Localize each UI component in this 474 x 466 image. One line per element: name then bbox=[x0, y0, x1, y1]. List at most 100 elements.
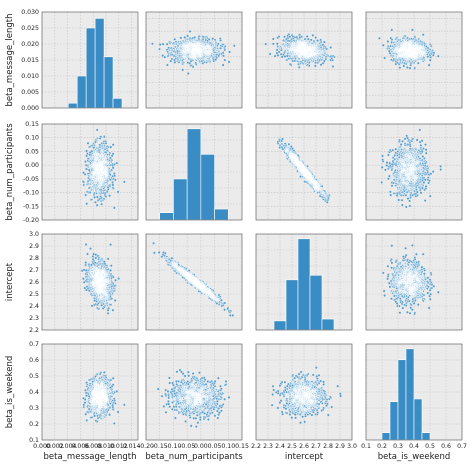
scatter-points bbox=[80, 243, 120, 315]
panel-beta_is_weekend-vs-beta_message_length: 0.1 0.2 0.3 0.4 0.5 0.6 0.7 beta_is_weekend 0.00… bbox=[5, 341, 141, 462]
y-tick-label: 0.030 bbox=[21, 9, 39, 16]
panel-beta_num_participants-vs-intercept bbox=[255, 123, 353, 221]
scatter-points bbox=[381, 244, 440, 316]
panel-beta_is_weekend-vs-beta_num_participants: -0.20-0.15-0.10-0.050.00 0.05 0.10 0.15 beta… bbox=[138, 343, 249, 462]
scatter-points bbox=[264, 33, 336, 69]
panel-frame bbox=[365, 343, 463, 441]
x-tick-label: 0.002 bbox=[46, 443, 64, 450]
y-tick-label: -0.05 bbox=[23, 176, 39, 183]
x-tick-label: 0.000 bbox=[33, 443, 51, 450]
panel-frame bbox=[41, 123, 139, 221]
panel-beta_num_participants-vs-beta_is_weekend bbox=[365, 123, 463, 221]
x-tick-label: 0.3 bbox=[393, 443, 403, 450]
y-axis-label: beta_is_weekend bbox=[5, 356, 15, 429]
hist-bar bbox=[397, 359, 407, 441]
hist-bar bbox=[200, 154, 215, 221]
hist-bar bbox=[421, 432, 431, 441]
scatter-points bbox=[152, 242, 235, 317]
hist-bar bbox=[94, 18, 105, 109]
y-tick-label: 0.2 bbox=[29, 421, 39, 428]
hist-bar bbox=[214, 208, 229, 221]
y-tick-label: 0.10 bbox=[25, 135, 39, 142]
panel-beta_num_participants-vs-beta_message_length: -0.20 -0.15 -0.10 -0.05 0.00 0.05 0.10 0.15 beta… bbox=[5, 121, 139, 224]
y-tick-label: 3.0 bbox=[29, 231, 39, 238]
x-tick-label: 0.6 bbox=[441, 443, 451, 450]
hist-bar bbox=[297, 238, 311, 331]
x-axis-label: beta_num_participants bbox=[145, 452, 243, 462]
y-tick-label: 0.005 bbox=[21, 89, 39, 96]
hist-bar bbox=[112, 98, 123, 109]
x-tick-label: 0.006 bbox=[72, 443, 90, 450]
y-tick-label: 0.05 bbox=[25, 148, 39, 155]
y-tick-label: 2.4 bbox=[29, 303, 39, 310]
scatter-points bbox=[151, 30, 236, 75]
x-tick-label: 2.4 bbox=[275, 443, 285, 450]
y-tick-label: 2.2 bbox=[29, 327, 39, 334]
x-axis-label: intercept bbox=[285, 452, 324, 462]
panel-beta_is_weekend-vs-intercept: 2.2 2.3 2.4 2.5 2.6 2.7 2.8 2.9 3.0 intercept bbox=[251, 343, 357, 462]
x-tick-label: 0.10 bbox=[221, 443, 235, 450]
y-tick-label: 0.025 bbox=[21, 25, 39, 32]
x-tick-label: 0.1 bbox=[361, 443, 371, 450]
scatter-points bbox=[156, 368, 231, 428]
y-tick-label: -0.15 bbox=[23, 203, 39, 210]
panel-frame bbox=[255, 11, 353, 109]
y-tick-label: -0.10 bbox=[23, 190, 39, 197]
x-tick-label: -0.10 bbox=[165, 443, 181, 450]
y-tick-label: 0.000 bbox=[21, 105, 39, 112]
y-tick-label: 0.3 bbox=[29, 405, 39, 412]
hist-bar bbox=[381, 432, 391, 441]
y-tick-label: 2.9 bbox=[29, 243, 39, 250]
y-tick-label: 2.8 bbox=[29, 255, 39, 262]
scatter-points bbox=[270, 366, 342, 424]
x-tick-label: 0.004 bbox=[59, 443, 77, 450]
y-tick-label: 0.6 bbox=[29, 357, 39, 364]
panel-frame bbox=[255, 233, 353, 331]
panel-frame bbox=[365, 123, 463, 221]
x-tick-label: 2.2 bbox=[251, 443, 261, 450]
panel-beta_message_length-vs-intercept bbox=[255, 11, 353, 109]
x-axis-label: beta_message_length bbox=[44, 452, 137, 462]
panel-frame bbox=[41, 343, 139, 441]
panel-beta_message_length-vs-beta_message_length: 0.000 0.005 0.010 0.015 0.020 0.025 0.030 beta_… bbox=[5, 9, 139, 112]
x-tick-label: -0.05 bbox=[179, 443, 195, 450]
x-tick-label: 2.5 bbox=[287, 443, 297, 450]
panel-frame bbox=[145, 11, 243, 109]
x-tick-label: 0.15 bbox=[235, 443, 249, 450]
x-tick-label: 2.7 bbox=[311, 443, 321, 450]
x-tick-label: 0.008 bbox=[84, 443, 102, 450]
hist-bar bbox=[159, 212, 174, 221]
scatter-points bbox=[380, 128, 443, 209]
x-tick-label: 0.2 bbox=[377, 443, 387, 450]
panel-frame bbox=[365, 11, 463, 109]
y-tick-label: 0.020 bbox=[21, 41, 39, 48]
panel-frame bbox=[145, 343, 243, 441]
hist-bar bbox=[67, 102, 78, 109]
x-tick-label: 2.3 bbox=[263, 443, 273, 450]
hist-bar bbox=[85, 27, 96, 109]
y-tick-label: 0.015 bbox=[21, 57, 39, 64]
x-tick-label: 0.7 bbox=[457, 443, 467, 450]
hist-bar bbox=[389, 401, 399, 441]
x-tick-label: -0.20 bbox=[138, 443, 154, 450]
y-tick-label: 0.4 bbox=[29, 389, 39, 396]
panel-frame bbox=[41, 11, 139, 109]
x-tick-label: 2.8 bbox=[323, 443, 333, 450]
panel-frame bbox=[365, 233, 463, 331]
panel-intercept-vs-beta_is_weekend bbox=[365, 233, 463, 331]
y-tick-label: -0.20 bbox=[23, 217, 39, 224]
y-tick-label: 2.3 bbox=[29, 315, 39, 322]
panel-intercept-vs-beta_num_participants bbox=[145, 233, 243, 331]
scatter-points bbox=[276, 137, 331, 204]
panel-intercept-vs-beta_message_length: 2.2 2.3 2.4 2.5 2.6 2.7 2.8 2.9 3.0 intercept bbox=[5, 231, 139, 334]
hist-bar bbox=[321, 318, 335, 331]
hist-bar bbox=[173, 178, 188, 221]
panel-frame bbox=[255, 123, 353, 221]
y-axis-label: intercept bbox=[5, 262, 15, 301]
x-tick-label: 0.014 bbox=[123, 443, 141, 450]
y-tick-label: 0.1 bbox=[29, 437, 39, 444]
hist-bar bbox=[405, 348, 415, 441]
scatter-points bbox=[82, 371, 126, 425]
panel-frame bbox=[255, 343, 353, 441]
y-tick-label: 0.00 bbox=[25, 162, 39, 169]
